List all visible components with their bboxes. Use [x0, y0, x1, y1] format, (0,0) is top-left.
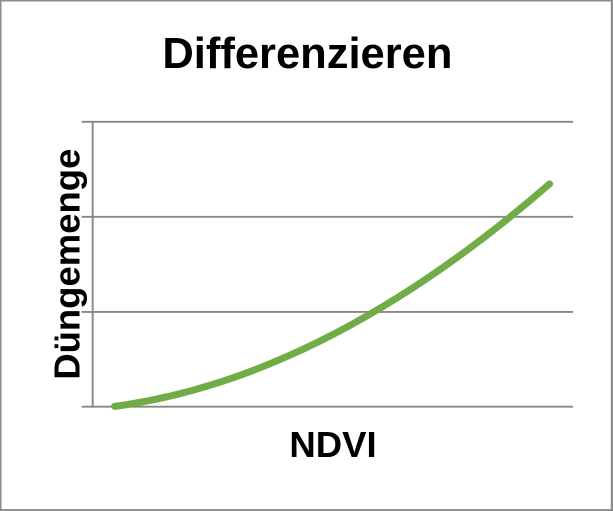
svg-text:Differenzieren: Differenzieren	[162, 30, 452, 78]
svg-text:NDVI: NDVI	[289, 424, 376, 465]
svg-text:Düngemenge: Düngemenge	[47, 149, 88, 380]
